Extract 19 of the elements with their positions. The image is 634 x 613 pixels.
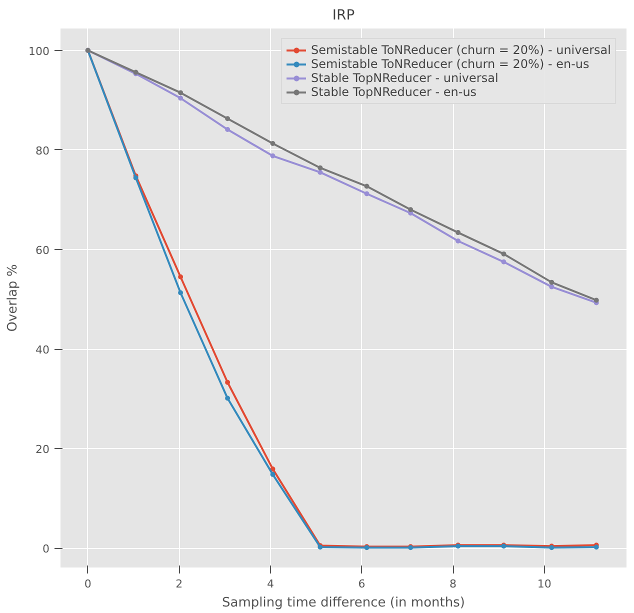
legend-label: Stable TopNReducer - en-us xyxy=(311,85,477,99)
x-tick-label: 0 xyxy=(84,578,92,590)
x-tick-label: 2 xyxy=(176,578,183,590)
chart-title: IRP xyxy=(332,8,355,24)
y-tick-label: 100 xyxy=(28,44,50,58)
y-tick-label: 0 xyxy=(42,542,50,556)
legend-label: Stable TopNReducer - universal xyxy=(311,71,498,85)
x-tick-label: 10 xyxy=(537,578,552,590)
y-axis-title: Overlap % xyxy=(6,264,21,332)
y-tick-label: 20 xyxy=(36,443,50,456)
legend-label: Semistable ToNReducer (churn = 20%) - en-us xyxy=(311,57,590,71)
legend-label: Semistable ToNReducer (churn = 20%) - universal xyxy=(311,43,611,57)
x-tick-label: 6 xyxy=(358,578,366,590)
x-tick-label: 4 xyxy=(266,578,274,590)
y-tick-label: 40 xyxy=(36,344,50,357)
y-tick-label: 60 xyxy=(36,244,50,257)
y-tick-label: 80 xyxy=(36,144,50,158)
x-tick-label: 8 xyxy=(450,578,457,590)
x-axis-title: Sampling time difference (in months) xyxy=(222,596,465,610)
